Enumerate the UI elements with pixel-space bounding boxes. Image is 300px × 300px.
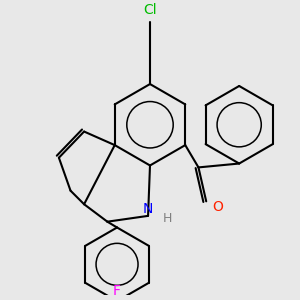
Text: H: H	[163, 212, 172, 225]
Text: Cl: Cl	[143, 3, 157, 17]
Text: F: F	[113, 284, 121, 298]
Text: N: N	[143, 202, 153, 216]
Text: O: O	[212, 200, 223, 214]
